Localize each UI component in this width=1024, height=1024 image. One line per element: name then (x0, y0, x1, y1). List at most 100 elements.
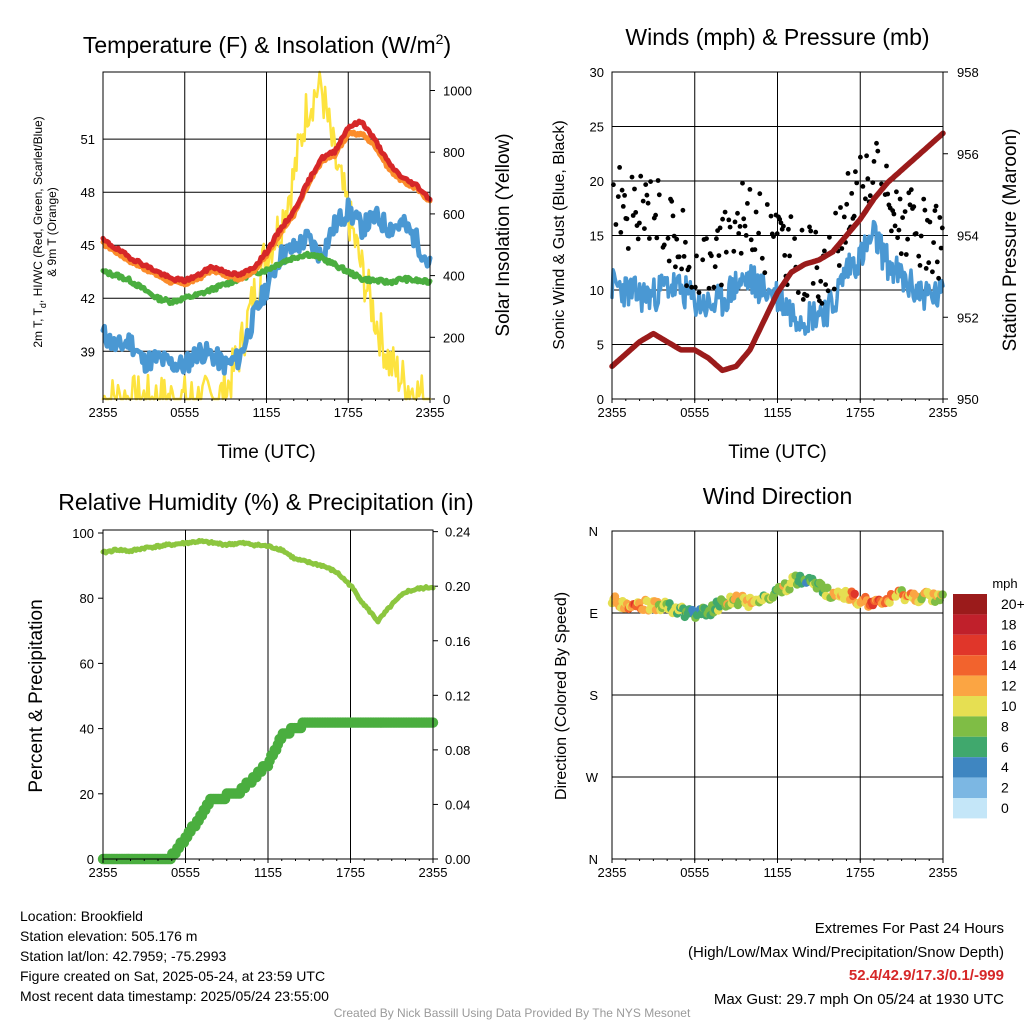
gust-point-140 (844, 201, 850, 207)
colorbar-label-10: 0 (1001, 800, 1009, 816)
gust-point-66 (719, 282, 724, 288)
colorbar-swatch-6 (953, 716, 987, 737)
gust-point-39 (673, 264, 678, 270)
wind-chart-title: Winds (mph) & Pressure (mb) (625, 24, 929, 50)
temp-right-axis-label: Solar Insolation (Yellow) (493, 133, 514, 336)
gust-point-74 (735, 210, 740, 216)
gust-point-151 (863, 196, 868, 202)
gust-point-64 (716, 253, 722, 258)
gust-point-23 (645, 200, 651, 206)
gust-point-46 (683, 239, 688, 245)
gust-point-181 (908, 187, 914, 193)
temp-title-close: ) (443, 32, 451, 58)
gust-point-176 (902, 209, 908, 215)
wind-xaxis-label: Time (UTC) (728, 442, 827, 463)
wind-ytick-label-3: 15 (590, 229, 604, 244)
wind-ytick-label-6: 30 (590, 65, 604, 80)
gust-point-196 (931, 240, 936, 246)
gust-point-122 (815, 294, 821, 300)
rh-xtick-label-1: 0555 (171, 865, 200, 880)
gust-point-21 (643, 182, 649, 188)
gust-point-158 (874, 140, 879, 146)
wind-xtick-label-4: 2355 (929, 405, 958, 420)
gust-point-3 (617, 165, 622, 170)
extremes-description: (High/Low/Max Wind/Precipitation/Snow De… (688, 943, 1004, 961)
gust-point-174 (898, 251, 904, 257)
rh-y2tick-label-6: 0.24 (445, 525, 470, 540)
gust-point-119 (810, 281, 816, 286)
gust-point-67 (720, 216, 725, 222)
temp-ylabel-part-a: 2m T, T (31, 307, 45, 347)
rh-ytick-label-3: 60 (80, 656, 94, 671)
gust-point-52 (694, 253, 699, 259)
gust-point-19 (640, 198, 646, 204)
gust-point-29 (655, 178, 661, 183)
temp-title-sup: 2 (436, 31, 444, 47)
gust-point-137 (839, 246, 845, 251)
gust-point-73 (732, 219, 738, 225)
gust-point-44 (680, 207, 686, 213)
gust-point-116 (804, 293, 810, 298)
station-elevation: Station elevation: 505.176 m (20, 928, 198, 944)
gust-point-28 (654, 235, 660, 241)
gust-point-129 (825, 288, 831, 294)
colorbar-swatch-1 (953, 614, 987, 635)
gust-point-9 (624, 216, 630, 222)
wind-xtick-label-2: 1155 (764, 405, 792, 420)
gust-point-124 (818, 278, 824, 284)
gust-point-88 (756, 230, 761, 236)
temp-ytick-label-0: 39 (81, 344, 95, 359)
gust-point-108 (788, 214, 794, 220)
wind-y2tick-label-3: 956 (957, 147, 979, 162)
gust-point-130 (827, 234, 832, 240)
humidity-line (100, 538, 436, 625)
gust-point-155 (867, 193, 873, 199)
gust-point-163 (885, 191, 891, 197)
gust-point-24 (647, 236, 652, 241)
gust-point-10 (625, 246, 631, 251)
rh-y2tick-label-1: 0.04 (445, 797, 470, 812)
colorbar-swatch-0 (953, 594, 987, 615)
gust-point-90 (759, 255, 765, 261)
gust-point-20 (642, 226, 647, 232)
wind-y2tick-label-1: 952 (957, 310, 979, 325)
gust-point-45 (681, 254, 687, 259)
gust-point-76 (737, 224, 743, 229)
temp-9m-line (100, 129, 433, 288)
gust-point-162 (884, 163, 889, 169)
gust-point-11 (629, 174, 635, 180)
gust-point-159 (875, 148, 881, 154)
temp-xtick-label-3: 1755 (334, 405, 363, 420)
wdir-ytick-label-1: E (589, 606, 598, 621)
gust-point-113 (799, 227, 805, 233)
colorbar-label-9: 2 (1001, 780, 1009, 796)
rh-ytick-label-4: 80 (80, 591, 94, 606)
gust-point-170 (894, 189, 899, 195)
gust-point-56 (704, 236, 709, 242)
temp-y2tick-label-5: 1000 (443, 84, 472, 99)
temp-ytick-label-1: 42 (81, 291, 95, 306)
gust-point-121 (814, 265, 820, 271)
wdir-xtick-label-4: 2355 (929, 865, 958, 880)
wind-ytick-label-2: 10 (590, 283, 604, 298)
gust-point-200 (936, 275, 941, 281)
gust-point-136 (838, 205, 843, 210)
wdir-left-axis-label: Direction (Colored By Speed) (553, 592, 570, 800)
gust-point-180 (907, 202, 913, 208)
temp-xtick-label-1: 0555 (170, 405, 199, 420)
gust-point-86 (752, 247, 758, 253)
gust-point-75 (736, 231, 742, 236)
gust-point-82 (745, 201, 750, 206)
gust-point-40 (674, 236, 680, 242)
gust-point-189 (921, 196, 927, 202)
temp-y2tick-label-2: 400 (443, 269, 465, 284)
colorbar-swatch-2 (953, 634, 987, 656)
wind-ytick-label-1: 5 (597, 338, 604, 353)
temp-chart-title: Temperature (F) & Insolation (W/m2) (83, 31, 451, 58)
wdir-xtick-label-2: 1155 (764, 865, 792, 880)
rh-xtick-label-0: 2355 (89, 865, 118, 880)
extremes-title: Extremes For Past 24 Hours (814, 920, 1004, 937)
colorbar-label-0: 20+ (1001, 596, 1024, 612)
temp-y2tick-label-1: 200 (443, 330, 465, 345)
